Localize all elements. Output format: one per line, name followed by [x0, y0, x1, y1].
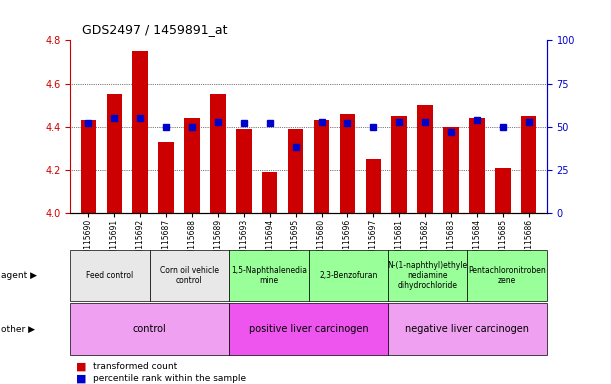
Text: GDS2497 / 1459891_at: GDS2497 / 1459891_at [82, 23, 228, 36]
Bar [340, 114, 355, 213]
Bar [81, 120, 96, 213]
Bar [417, 105, 433, 213]
Bar [392, 116, 407, 213]
Bar [521, 116, 536, 213]
Text: agent ▶: agent ▶ [1, 271, 37, 280]
Text: percentile rank within the sample: percentile rank within the sample [93, 374, 247, 383]
Bar [288, 129, 304, 213]
Bar [185, 118, 200, 213]
Bar [469, 118, 485, 213]
Text: positive liver carcinogen: positive liver carcinogen [249, 324, 368, 334]
Text: N-(1-naphthyl)ethyle
nediamine
dihydrochloride: N-(1-naphthyl)ethyle nediamine dihydroch… [387, 261, 468, 290]
Text: other ▶: other ▶ [1, 325, 35, 334]
Text: Pentachloronitroben
zene: Pentachloronitroben zene [468, 266, 546, 285]
Bar [365, 159, 381, 213]
Text: Corn oil vehicle
control: Corn oil vehicle control [160, 266, 219, 285]
Bar [443, 127, 459, 213]
Text: Feed control: Feed control [86, 271, 134, 280]
Text: negative liver carcinogen: negative liver carcinogen [406, 324, 529, 334]
Text: control: control [133, 324, 167, 334]
Bar [158, 142, 174, 213]
Text: 1,5-Naphthalenedia
mine: 1,5-Naphthalenedia mine [231, 266, 307, 285]
Text: ■: ■ [76, 362, 87, 372]
Bar [262, 172, 277, 213]
Bar [236, 129, 252, 213]
Bar [133, 51, 148, 213]
Text: 2,3-Benzofuran: 2,3-Benzofuran [319, 271, 378, 280]
Text: ■: ■ [76, 373, 87, 383]
Bar [495, 168, 511, 213]
Bar [313, 120, 329, 213]
Text: transformed count: transformed count [93, 362, 178, 371]
Bar [106, 94, 122, 213]
Bar [210, 94, 225, 213]
